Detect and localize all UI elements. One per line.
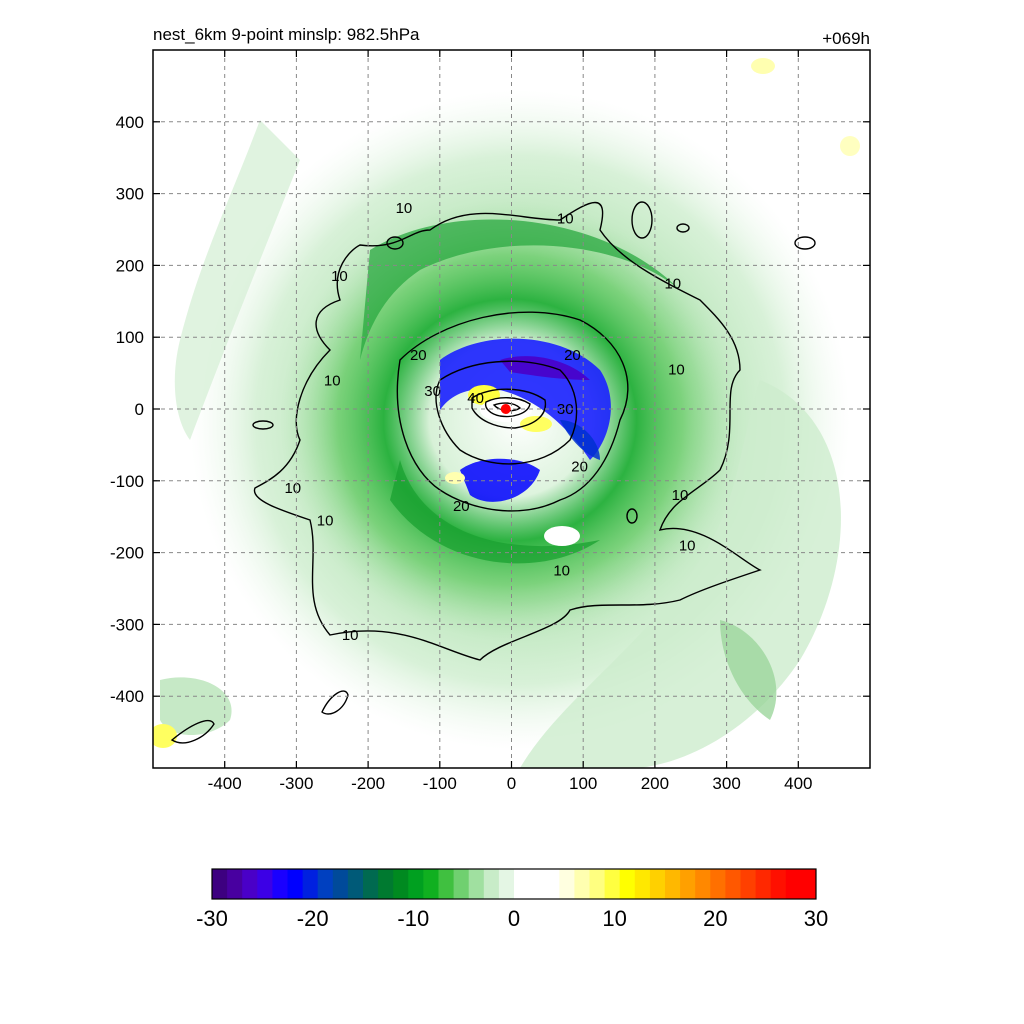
x-tick-label: -300 (279, 774, 313, 793)
colorbar-swatch (710, 869, 726, 899)
colorbar-swatch (665, 869, 681, 899)
colorbar-swatch (438, 869, 455, 899)
colorbar-swatch (559, 869, 575, 899)
colorbar-tick-label: -20 (297, 906, 329, 931)
contour-label: 10 (284, 480, 301, 497)
x-tick-label: -400 (208, 774, 242, 793)
colorbar-swatch (619, 869, 636, 899)
colorbar-swatch (212, 869, 228, 899)
colorbar-swatch (755, 869, 772, 899)
colorbar-swatch (408, 869, 424, 899)
colorbar-swatch (257, 869, 273, 899)
y-tick-label: 100 (116, 328, 144, 347)
colorbar-tick-label: 0 (508, 906, 520, 931)
contour-label: 10 (557, 211, 574, 228)
colorbar-swatch (363, 869, 379, 899)
x-tick-label: -200 (351, 774, 385, 793)
colorbar-swatch (287, 869, 304, 899)
contour-label: 20 (410, 347, 427, 364)
colorbar-swatch (800, 869, 817, 899)
contour-labels: 10 10 10 10 10 10 20 20 30 30 40 20 20 10 10 10 10 10 10 (284, 200, 696, 644)
colorbar (211, 868, 817, 900)
contour-label: 20 (571, 458, 588, 475)
colorbar-swatch (604, 869, 621, 899)
colorbar-labels: -30 -20 -10 0 10 20 30 (196, 906, 828, 931)
colorbar-swatch (695, 869, 711, 899)
x-axis: -400 -300 -200 -100 0 100 200 300 400 (208, 50, 812, 793)
contour-label: 10 (324, 372, 341, 389)
colorbar-swatch (453, 869, 470, 899)
x-tick-label: 100 (569, 774, 597, 793)
colorbar-swatch (227, 869, 243, 899)
x-tick-label: 0 (507, 774, 516, 793)
x-tick-label: 300 (712, 774, 740, 793)
colorbar-swatch (498, 869, 515, 899)
colorbar-swatch (589, 869, 606, 899)
contour-label: 30 (424, 383, 441, 400)
contour-label: 10 (317, 512, 334, 529)
colorbar-swatch (574, 869, 590, 899)
contour-label: 10 (672, 487, 689, 504)
colorbar-swatch (468, 869, 485, 899)
colorbar-swatch (347, 869, 364, 899)
colorbar-swatch (272, 869, 288, 899)
colorbar-tick-label: -10 (397, 906, 429, 931)
y-tick-label: -200 (110, 544, 144, 563)
colorbar-tick-label: -30 (196, 906, 228, 931)
contour-label: 10 (553, 563, 570, 580)
contour-label: 10 (679, 537, 696, 554)
colorbar-swatch (770, 869, 787, 899)
contour-label: 20 (564, 347, 581, 364)
contour-label: 40 (467, 390, 484, 407)
colorbar-swatch (332, 869, 349, 899)
y-tick-label: -300 (110, 615, 144, 634)
x-tick-label: 400 (784, 774, 812, 793)
colorbar-swatch (529, 869, 545, 899)
colorbar-swatch (740, 869, 757, 899)
y-tick-label: 400 (116, 113, 144, 132)
contour-label: 10 (331, 268, 348, 285)
storm-center-dot (500, 404, 511, 414)
y-tick-label: -400 (110, 687, 144, 706)
colorbar-frame (211, 868, 817, 900)
contour-label: 10 (664, 275, 681, 292)
colorbar-swatch (634, 869, 651, 899)
colorbar-swatch (242, 869, 258, 899)
colorbar-tick-label: 20 (703, 906, 727, 931)
y-tick-label: 0 (135, 400, 144, 419)
shaded-field (153, 50, 870, 768)
chart-title: nest_6km 9-point minslp: 982.5hPa (153, 25, 420, 44)
colorbar-swatch (302, 869, 319, 899)
colorbar-swatch (725, 869, 741, 899)
colorbar-swatch (544, 869, 560, 899)
contour-label: 30 (557, 401, 574, 418)
storm-center-marker (500, 404, 511, 414)
contour-label: 10 (396, 200, 413, 217)
y-axis: 400 300 200 100 0 -100 -200 -300 -400 (110, 113, 870, 706)
contour-label: 20 (453, 498, 470, 515)
colorbar-swatch (483, 869, 500, 899)
time-label: +069h (822, 29, 870, 48)
colorbar-swatch (514, 869, 530, 899)
contour-label: 10 (342, 627, 359, 644)
y-tick-label: 200 (116, 256, 144, 275)
colorbar-swatch (393, 869, 409, 899)
colorbar-swatch (680, 869, 696, 899)
x-tick-label: -100 (423, 774, 457, 793)
colorbar-tick-label: 30 (804, 906, 828, 931)
y-tick-label: -100 (110, 472, 144, 491)
contour-label: 10 (668, 362, 685, 379)
colorbar-swatch (378, 869, 394, 899)
colorbar-swatch (785, 869, 802, 899)
y-tick-label: 300 (116, 185, 144, 204)
x-tick-label: 200 (641, 774, 669, 793)
colorbar-swatch (317, 869, 334, 899)
colorbar-swatch (423, 869, 439, 899)
colorbar-swatch (649, 869, 666, 899)
colorbar-tick-label: 10 (602, 906, 626, 931)
